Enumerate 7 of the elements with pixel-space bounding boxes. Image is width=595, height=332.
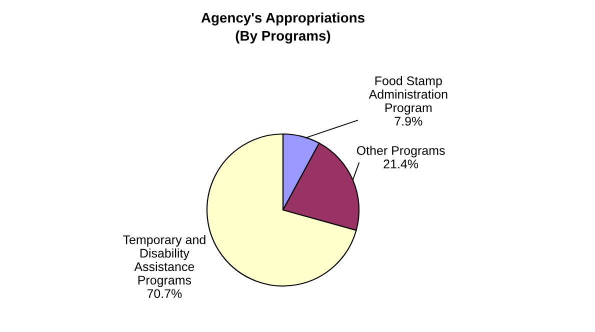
data-label: 21.4% [384, 160, 418, 168]
data-label: 70.7% [147, 289, 182, 298]
slice-label: Food Stamp Administration Program [368, 76, 448, 115]
chart-title: Agency's Appropriations (By Programs) [201, 12, 364, 44]
slice-label: Other Programs [356, 146, 445, 158]
data-label: 7.9% [394, 116, 422, 126]
slice-label: Temporary and Disability Assistance Programs [123, 235, 206, 288]
